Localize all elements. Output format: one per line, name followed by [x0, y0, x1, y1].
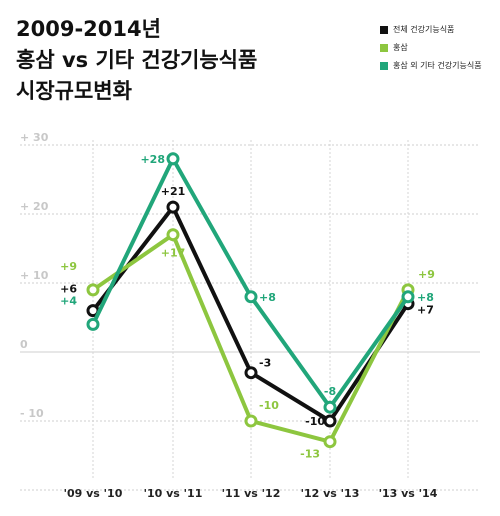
- title-line-2: 홍삼 vs 기타 건강기능식품: [16, 48, 258, 72]
- y-tick-label: + 10: [20, 269, 49, 282]
- data-label-ginseng: +17: [161, 247, 186, 260]
- data-label-ginseng: +9: [418, 268, 435, 281]
- data-point-total: [244, 366, 258, 380]
- title-line-3: 시장규모변화: [16, 79, 132, 103]
- data-point-ginseng: [86, 283, 100, 297]
- legend-label-ginseng: 홍삼: [393, 43, 408, 52]
- data-point-ginseng: [244, 414, 258, 428]
- data-label-total: -10: [305, 415, 325, 428]
- data-point-ginseng: [166, 228, 180, 242]
- y-tick-label: 0: [20, 338, 28, 351]
- data-label-total: +21: [161, 185, 186, 198]
- x-tick-label: '11 vs '12: [222, 487, 281, 500]
- legend-label-other: 홍삼 외 기타 건강기능식품: [393, 61, 482, 70]
- data-point-other: [166, 152, 180, 166]
- data-label-other: +8: [259, 291, 276, 304]
- x-tick-label: '09 vs '10: [64, 487, 123, 500]
- data-label-total: +7: [417, 304, 434, 317]
- data-label-other: -8: [324, 385, 336, 398]
- data-point-other: [86, 317, 100, 331]
- data-point-total: [166, 200, 180, 214]
- legend-item-ginseng: 홍삼: [380, 40, 482, 55]
- data-point-total: [323, 414, 337, 428]
- data-label-ginseng: +9: [60, 260, 77, 273]
- y-tick-label: - 10: [20, 407, 44, 420]
- data-point-ginseng: [323, 435, 337, 449]
- legend-swatch-ginseng: [380, 43, 388, 52]
- chart-legend: 전체 건강기능식품 홍삼 홍삼 외 기타 건강기능식품: [380, 22, 482, 76]
- title-line-1: 2009-2014년: [16, 17, 161, 41]
- data-label-other: +8: [417, 291, 434, 304]
- legend-item-other: 홍삼 외 기타 건강기능식품: [380, 58, 482, 73]
- data-label-other: +28: [140, 153, 165, 166]
- legend-item-total: 전체 건강기능식품: [380, 22, 482, 37]
- data-point-other: [244, 290, 258, 304]
- chart-title: 2009-2014년 홍삼 vs 기타 건강기능식품 시장규모변화: [16, 14, 286, 107]
- data-label-ginseng: -13: [300, 448, 320, 461]
- y-tick-label: + 30: [20, 131, 49, 144]
- data-label-total: -3: [259, 357, 271, 370]
- legend-swatch-total: [380, 25, 388, 34]
- data-point-other: [323, 400, 337, 414]
- data-label-total: +6: [60, 283, 77, 296]
- data-point-other: [401, 290, 415, 304]
- y-tick-label: + 20: [20, 200, 49, 213]
- legend-swatch-other: [380, 61, 388, 70]
- x-tick-label: '13 vs '14: [379, 487, 438, 500]
- data-label-other: +4: [60, 294, 77, 307]
- data-label-ginseng: -10: [259, 399, 279, 412]
- legend-label-total: 전체 건강기능식품: [393, 25, 455, 34]
- x-tick-label: '10 vs '11: [144, 487, 203, 500]
- x-tick-label: '12 vs '13: [301, 487, 360, 500]
